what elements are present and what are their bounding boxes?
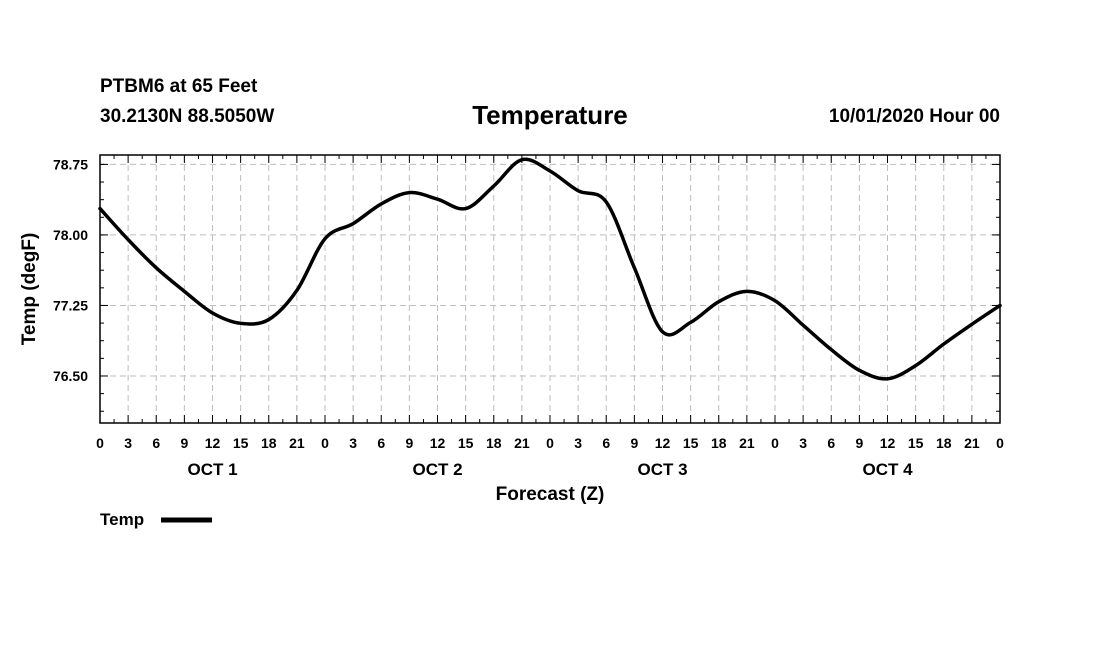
x-tick-label: 3 (349, 435, 357, 451)
series-layer (98, 157, 1002, 381)
x-tick-label: 3 (799, 435, 807, 451)
x-tick-label: 3 (124, 435, 132, 451)
x-tick-label: 0 (771, 435, 779, 451)
y-tick-label: 77.25 (53, 297, 88, 313)
x-tick-label: 9 (405, 435, 413, 451)
x-tick-label: 9 (855, 435, 863, 451)
x-tick-label: 21 (514, 435, 530, 451)
x-tick-label: 21 (964, 435, 980, 451)
x-tick-label: 0 (96, 435, 104, 451)
x-tick-label: 0 (996, 435, 1004, 451)
plot-frame (99, 154, 1001, 424)
x-tick-label: 18 (711, 435, 727, 451)
x-tick-label: 6 (827, 435, 835, 451)
forecast-datetime: 10/01/2020 Hour 00 (828, 106, 1000, 127)
y-tick-label: 78.75 (53, 156, 88, 172)
y-axis-label: Temp (degF) (19, 233, 40, 346)
legend: Temp (100, 510, 212, 529)
x-tick-label: 18 (261, 435, 277, 451)
x-axis-label: Forecast (Z) (496, 484, 605, 505)
x-tick-label: 18 (936, 435, 952, 451)
x-tick-label: 9 (630, 435, 638, 451)
x-tick-label: 15 (908, 435, 924, 451)
temp-series-line (98, 157, 1002, 381)
x-tick-label: 15 (458, 435, 474, 451)
x-tick-label: 12 (655, 435, 671, 451)
day-label: OCT 4 (862, 460, 913, 479)
x-tick-label: 21 (289, 435, 305, 451)
coordinates-label: 30.2130N 88.5050W (100, 106, 275, 127)
y-tick-label: 78.00 (53, 227, 88, 243)
x-tick-label: 12 (205, 435, 221, 451)
legend-label: Temp (100, 510, 144, 529)
grid-lines (100, 155, 1000, 423)
day-label: OCT 2 (412, 460, 462, 479)
x-tick-label: 6 (152, 435, 160, 451)
x-tick-label: 15 (683, 435, 699, 451)
x-tick-label: 12 (430, 435, 446, 451)
x-tick-label: 0 (546, 435, 554, 451)
x-tick-label: 18 (486, 435, 502, 451)
x-tick-label: 15 (233, 435, 249, 451)
x-tick-label: 0 (321, 435, 329, 451)
day-label: OCT 1 (187, 460, 237, 479)
axis-labels: 0 3 6 9 12 15 18 21 0 3 6 9 12 15 18 21 0 3 6 9 12 15 18 21 0 3 6 9… (53, 156, 1004, 479)
x-tick-label: 3 (574, 435, 582, 451)
x-tick-label: 6 (377, 435, 385, 451)
x-tick-label: 12 (880, 435, 896, 451)
x-tick-label: 6 (602, 435, 610, 451)
y-tick-label: 76.50 (53, 368, 88, 384)
station-label: PTBM6 at 65 Feet (100, 76, 258, 97)
x-tick-label: 9 (180, 435, 188, 451)
x-tick-label: 21 (739, 435, 755, 451)
chart-title: Temperature (472, 100, 628, 130)
day-label: OCT 3 (637, 460, 687, 479)
